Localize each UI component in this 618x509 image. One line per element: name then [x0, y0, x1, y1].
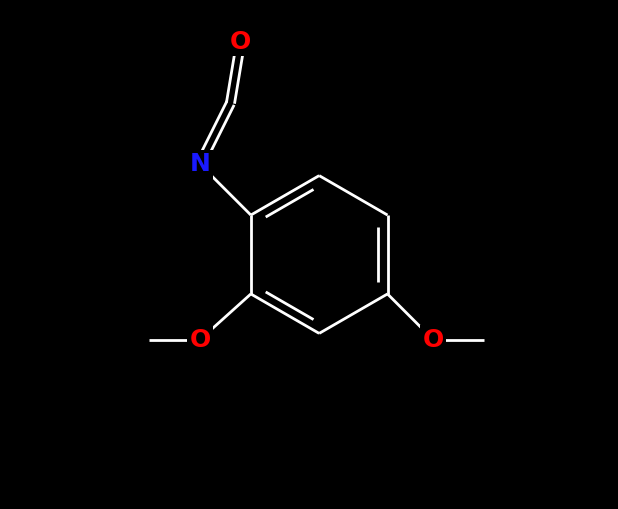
Text: N: N — [190, 152, 210, 176]
Text: O: O — [230, 30, 252, 54]
Text: O: O — [423, 328, 444, 352]
Text: O: O — [189, 328, 211, 352]
